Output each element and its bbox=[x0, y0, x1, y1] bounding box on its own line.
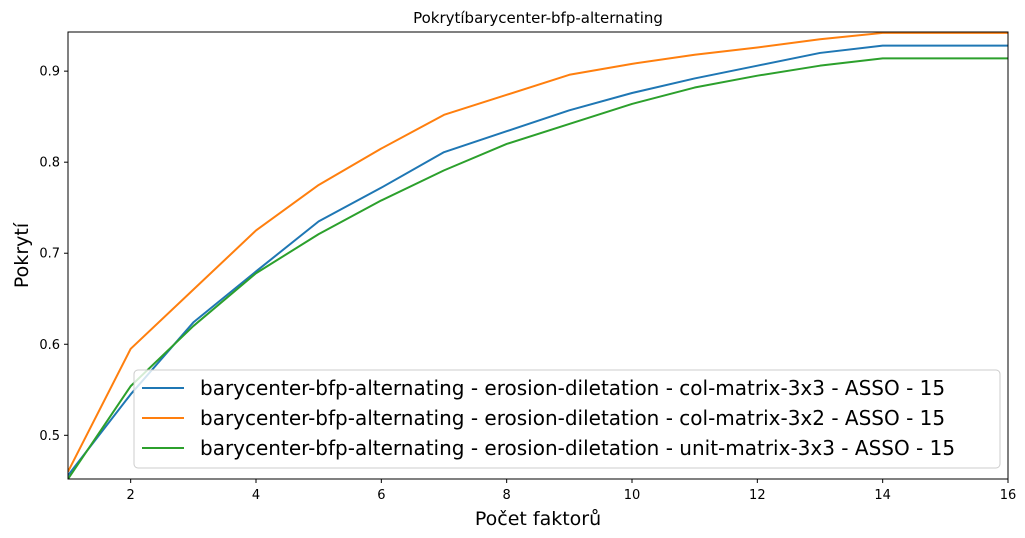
legend-label: barycenter-bfp-alternating - erosion-dil… bbox=[200, 436, 955, 460]
legend-box bbox=[133, 369, 1001, 469]
plot-frame bbox=[67, 31, 1009, 480]
y-tick-label: 0.8 bbox=[39, 156, 60, 171]
y-axis-ticks: 0.5 0.6 0.7 0.8 0.9 bbox=[39, 65, 68, 444]
legend-label: barycenter-bfp-alternating - erosion-dil… bbox=[200, 406, 945, 430]
x-tick-label: 16 bbox=[1000, 488, 1017, 503]
x-axis-ticks: 2 4 6 8 10 12 14 16 bbox=[127, 479, 1017, 503]
legend-label: barycenter-bfp-alternating - erosion-dil… bbox=[200, 376, 945, 400]
y-tick-label: 0.7 bbox=[39, 247, 60, 262]
x-tick-label: 6 bbox=[377, 488, 385, 503]
x-tick-label: 8 bbox=[503, 488, 511, 503]
x-tick-label: 14 bbox=[874, 488, 891, 503]
x-tick-label: 12 bbox=[749, 488, 766, 503]
chart-title: Pokrytíbarycenter-bfp-alternating bbox=[413, 9, 663, 27]
series-layer bbox=[68, 32, 1008, 479]
plot-area bbox=[67, 31, 1009, 480]
x-axis-title: Počet faktorů bbox=[475, 508, 601, 530]
y-tick-label: 0.9 bbox=[39, 65, 60, 80]
y-axis-title: Pokrytí bbox=[11, 222, 33, 288]
x-tick-label: 4 bbox=[252, 488, 260, 503]
series-line-2 bbox=[68, 32, 1008, 473]
series-line-3 bbox=[68, 57, 1008, 479]
y-tick-label: 0.5 bbox=[39, 429, 60, 444]
series-line-1 bbox=[68, 44, 1008, 476]
y-tick-label: 0.6 bbox=[39, 338, 60, 353]
x-tick-label: 10 bbox=[624, 488, 641, 503]
x-tick-label: 2 bbox=[127, 488, 135, 503]
legend: barycenter-bfp-alternating - erosion-dil… bbox=[133, 369, 1001, 469]
